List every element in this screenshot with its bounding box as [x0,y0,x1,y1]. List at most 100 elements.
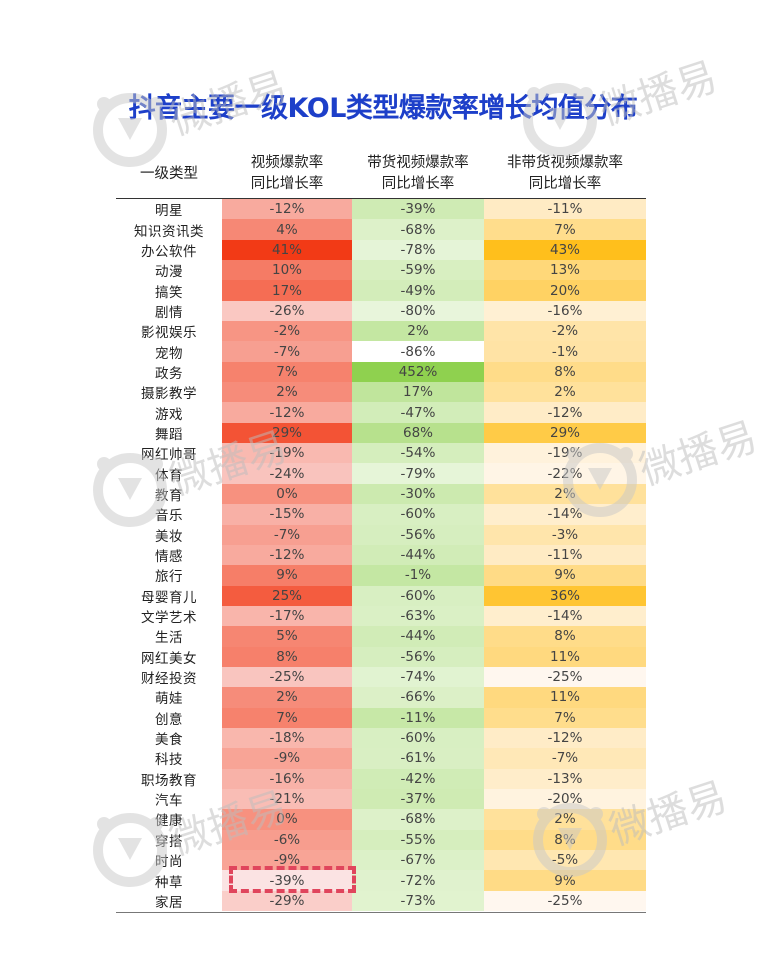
cell-noncommerce-rate: -13% [484,768,646,789]
cell-video-rate: 4% [222,219,352,240]
table-row: 知识资讯类 4% -68% 7% [116,219,646,240]
cell-noncommerce-rate: 2% [484,382,646,403]
table-row: 摄影教学 2% 17% 2% [116,382,646,403]
cell-category: 明星 [155,203,183,220]
cell-commerce-rate: -55% [352,829,484,850]
table-row: 美食 -18% -60% -12% [116,727,646,749]
cell-video-rate: -12% [222,544,352,566]
cell-commerce-rate: -80% [352,300,484,322]
table-row: 办公软件 41% -78% 43% [116,239,646,261]
cell-category: 舞蹈 [155,426,183,443]
cell-commerce-rate: -39% [352,199,484,220]
cell-noncommerce-rate: 7% [484,707,646,728]
cell-category: 游戏 [155,406,183,423]
cell-commerce-rate: -11% [352,707,484,728]
cell-commerce-rate: -61% [352,748,484,769]
header-video-rate-line2: 同比增长率 [250,176,324,192]
cell-noncommerce-rate: -5% [484,850,646,871]
cell-video-rate: 2% [222,382,352,403]
cell-category: 网红帅哥 [141,447,197,464]
cell-video-rate: 29% [222,422,352,444]
cell-noncommerce-rate: 11% [484,687,646,708]
cell-category: 知识资讯类 [134,223,204,240]
page-title: 抖音主要一级KOL类型爆款率增长均值分布 [128,93,638,124]
cell-commerce-rate: 2% [352,321,484,342]
cell-video-rate: -12% [222,199,352,220]
table-row: 职场教育 -16% -42% -13% [116,768,646,789]
table-body: 明星 -12% -39% -11% 知识资讯类 4% -68% 7% 办公软件 41% -78% 43… [116,199,646,912]
cell-noncommerce-rate: -7% [484,748,646,769]
table-row: 科技 -9% -61% -7% [116,748,646,769]
cell-video-rate: -7% [222,341,352,362]
cell-video-rate: -26% [222,300,352,322]
cell-category: 生活 [155,630,183,647]
cell-noncommerce-rate: 8% [484,361,646,383]
cell-category: 萌娃 [155,691,183,708]
cell-noncommerce-rate: -1% [484,341,646,362]
header-noncommerce-rate-line2: 同比增长率 [528,176,602,192]
table-row: 政务 7% 452% 8% [116,361,646,383]
cell-video-rate: -12% [222,402,352,423]
cell-commerce-rate: -37% [352,788,484,810]
cell-commerce-rate: -86% [352,341,484,362]
cell-video-rate: -9% [222,850,352,871]
cell-category: 政务 [155,365,183,382]
table-row: 母婴育儿 25% -60% 36% [116,585,646,606]
cell-commerce-rate: -68% [352,809,484,830]
cell-video-rate: -7% [222,524,352,545]
cell-category: 动漫 [155,264,183,281]
cell-noncommerce-rate: 2% [484,483,646,505]
cell-video-rate: 17% [222,280,352,301]
cell-category: 旅行 [155,569,183,586]
table-row: 文学艺术 -17% -63% -14% [116,605,646,627]
header-noncommerce-rate-line1: 非带货视频爆款率 [507,155,623,171]
cell-noncommerce-rate: -2% [484,321,646,342]
cell-category: 美妆 [155,528,183,545]
cell-noncommerce-rate: -3% [484,524,646,545]
cell-noncommerce-rate: -12% [484,727,646,749]
table-row: 种草 -39% -72% 9% [116,870,646,891]
table-row: 宠物 -7% -86% -1% [116,341,646,362]
table-row: 美妆 -7% -56% -3% [116,524,646,545]
cell-noncommerce-rate: 8% [484,829,646,850]
cell-noncommerce-rate: -22% [484,463,646,484]
header-commerce-rate-line1: 带货视频爆款率 [367,155,469,171]
cell-commerce-rate: -42% [352,768,484,789]
cell-commerce-rate: -1% [352,565,484,586]
cell-commerce-rate: 452% [352,361,484,383]
table-row: 剧情 -26% -80% -16% [116,300,646,322]
cell-noncommerce-rate: -11% [484,199,646,220]
table-row: 情感 -12% -44% -11% [116,544,646,566]
cell-category: 文学艺术 [141,610,197,627]
cell-noncommerce-rate: 20% [484,280,646,301]
cell-noncommerce-rate: -25% [484,890,646,912]
table-row: 家居 -29% -73% -25% [116,890,646,912]
cell-category: 科技 [155,752,183,769]
cell-video-rate: -18% [222,727,352,749]
cell-category: 剧情 [155,304,183,321]
cell-category: 时尚 [155,854,183,871]
cell-commerce-rate: -56% [352,524,484,545]
header-video-rate-line1: 视频爆款率 [250,155,324,171]
cell-commerce-rate: -67% [352,850,484,871]
cell-commerce-rate: 17% [352,382,484,403]
cell-video-rate: 0% [222,809,352,830]
cell-commerce-rate: 68% [352,422,484,444]
data-table: 一级类型 视频爆款率 同比增长率 带货视频爆款率 同比增长率 非带货视频爆款率 … [116,146,646,912]
cell-category: 种草 [155,874,183,891]
cell-video-rate: -21% [222,788,352,810]
cell-noncommerce-rate: -19% [484,443,646,464]
header-category: 一级类型 [116,152,222,196]
cell-commerce-rate: -44% [352,544,484,566]
cell-category: 家居 [155,894,183,911]
header-category-label: 一级类型 [140,165,198,182]
table-row: 财经投资 -25% -74% -25% [116,666,646,688]
cell-commerce-rate: -66% [352,687,484,708]
cell-video-rate: -25% [222,666,352,688]
cell-commerce-rate: -60% [352,504,484,525]
table-header: 一级类型 视频爆款率 同比增长率 带货视频爆款率 同比增长率 非带货视频爆款率 … [116,146,646,199]
cell-category: 宠物 [155,345,183,362]
table-row: 网红帅哥 -19% -54% -19% [116,443,646,464]
cell-noncommerce-rate: 36% [484,585,646,606]
table-row: 旅行 9% -1% 9% [116,565,646,586]
